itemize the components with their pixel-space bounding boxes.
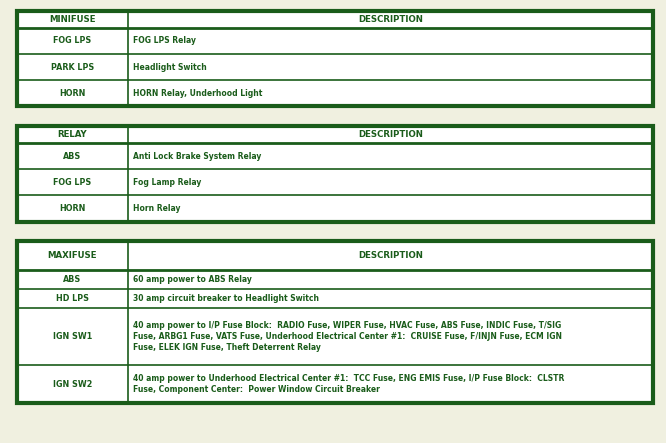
Text: MINIFUSE: MINIFUSE: [49, 15, 95, 24]
Text: 40 amp power to I/P Fuse Block:  RADIO Fuse, WIPER Fuse, HVAC Fuse, ABS Fuse, IN: 40 amp power to I/P Fuse Block: RADIO Fu…: [133, 321, 562, 352]
Bar: [17, 126, 653, 222]
Text: Headlight Switch: Headlight Switch: [133, 62, 207, 71]
Text: Horn Relay: Horn Relay: [133, 204, 180, 213]
Bar: [17, 11, 653, 106]
Text: DESCRIPTION: DESCRIPTION: [358, 251, 423, 260]
Text: FOG LPS Relay: FOG LPS Relay: [133, 36, 196, 45]
Text: 60 amp power to ABS Relay: 60 amp power to ABS Relay: [133, 275, 252, 284]
Text: HORN: HORN: [59, 204, 85, 213]
Text: IGN SW2: IGN SW2: [53, 380, 92, 389]
Text: Fog Lamp Relay: Fog Lamp Relay: [133, 178, 202, 187]
Text: HORN: HORN: [59, 89, 85, 98]
Text: MAXIFUSE: MAXIFUSE: [47, 251, 97, 260]
Text: Anti Lock Brake System Relay: Anti Lock Brake System Relay: [133, 152, 262, 160]
Bar: [17, 11, 653, 106]
Text: DESCRIPTION: DESCRIPTION: [358, 15, 423, 24]
Bar: [17, 241, 653, 403]
Text: ABS: ABS: [63, 152, 81, 160]
Text: IGN SW1: IGN SW1: [53, 332, 92, 341]
Text: DESCRIPTION: DESCRIPTION: [358, 130, 423, 139]
Text: 40 amp power to Underhood Electrical Center #1:  TCC Fuse, ENG EMIS Fuse, I/P Fu: 40 amp power to Underhood Electrical Cen…: [133, 374, 565, 394]
Text: FOG LPS: FOG LPS: [53, 178, 91, 187]
Text: HD LPS: HD LPS: [56, 294, 89, 303]
Text: ABS: ABS: [63, 275, 81, 284]
Bar: [17, 126, 653, 222]
Text: RELAY: RELAY: [57, 130, 87, 139]
Text: HORN Relay, Underhood Light: HORN Relay, Underhood Light: [133, 89, 262, 98]
Bar: [17, 241, 653, 403]
Text: 30 amp circuit breaker to Headlight Switch: 30 amp circuit breaker to Headlight Swit…: [133, 294, 319, 303]
Text: PARK LPS: PARK LPS: [51, 62, 94, 71]
Text: FOG LPS: FOG LPS: [53, 36, 91, 45]
